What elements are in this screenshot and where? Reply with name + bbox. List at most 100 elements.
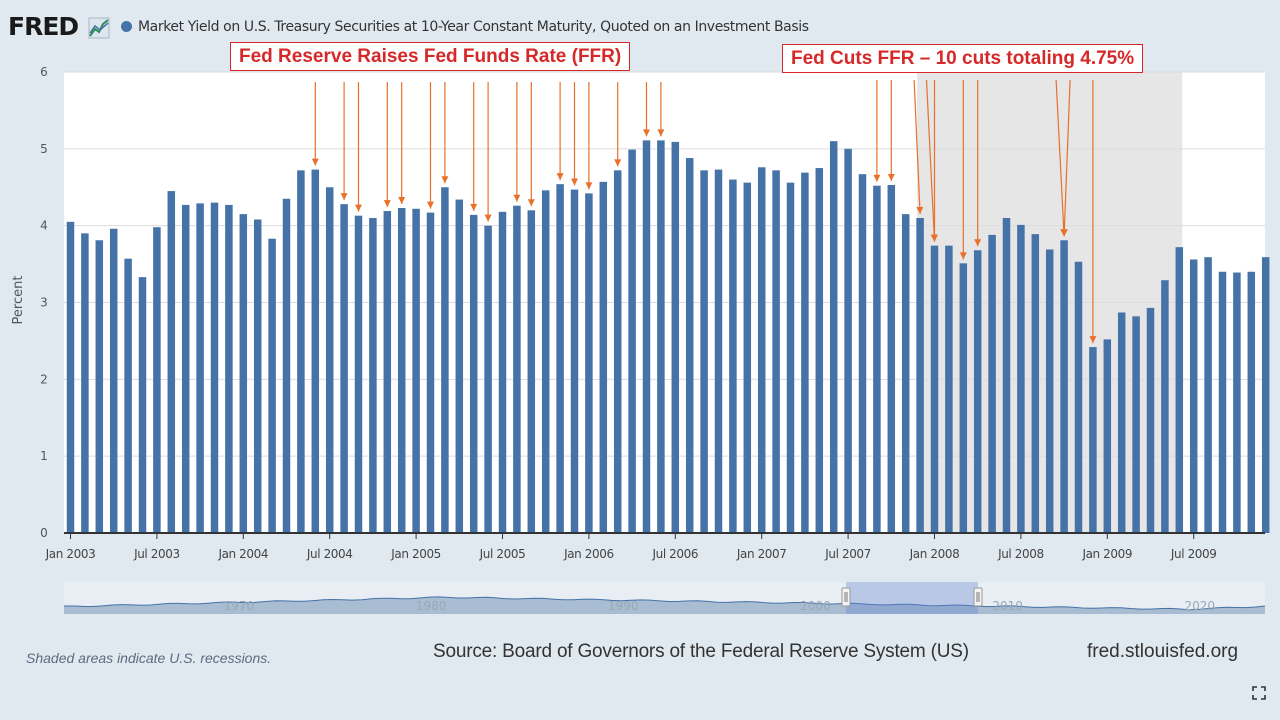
bar <box>1204 257 1212 533</box>
arrow-head <box>527 199 535 207</box>
x-tick-label: Jul 2004 <box>306 547 353 561</box>
bar <box>138 277 147 533</box>
arrow-head <box>398 196 406 204</box>
navigator-label: 1990 <box>608 599 639 613</box>
bar <box>671 141 680 533</box>
bar <box>1132 316 1140 533</box>
bar <box>369 217 377 533</box>
navigator-area <box>64 596 1265 614</box>
arrow-head <box>556 173 564 181</box>
fred-logo[interactable]: FRED <box>8 12 79 41</box>
x-tick-label: Jan 2003 <box>45 547 96 561</box>
bar <box>397 207 406 533</box>
bar <box>959 263 968 533</box>
bar <box>873 185 881 534</box>
bar <box>916 217 924 533</box>
arrow-head <box>887 173 895 181</box>
x-tick-label: Jul 2003 <box>133 547 180 561</box>
bar <box>1161 280 1169 533</box>
arrow-head <box>974 239 982 247</box>
y-tick-label: 3 <box>40 296 48 310</box>
navigator-line <box>64 596 1266 611</box>
navigator-label: 1980 <box>416 599 447 613</box>
bar <box>1146 307 1155 533</box>
arrow-head <box>383 200 391 208</box>
arrow-head <box>571 178 578 186</box>
range-navigator[interactable]: 1970 1980 1990 2000 2010 2020 <box>64 582 1266 614</box>
arrow-head <box>311 158 319 166</box>
bar <box>685 158 694 533</box>
bar <box>340 204 348 534</box>
bar <box>729 179 737 534</box>
bar <box>81 233 89 533</box>
bar <box>541 190 550 533</box>
bar <box>210 202 219 533</box>
bar <box>354 215 363 533</box>
navigator-left-handle[interactable] <box>841 587 851 607</box>
annotation-arrow <box>1055 79 1065 237</box>
bar <box>311 169 320 533</box>
source-url-link[interactable]: fred.stlouisfed.org <box>1087 641 1239 662</box>
bar <box>1002 217 1011 533</box>
annotation-arrow <box>1063 79 1071 237</box>
navigator-label: 2020 <box>1185 599 1216 613</box>
bar <box>901 214 910 533</box>
source-text: Source: Board of Governors of the Federa… <box>433 641 969 662</box>
navigator-label: 2000 <box>800 599 831 613</box>
navigator-right-handle[interactable] <box>973 587 983 607</box>
navigator-label: 1970 <box>224 599 255 613</box>
arrow-head <box>427 201 434 209</box>
line-graph-icon <box>88 17 110 39</box>
bar <box>1017 224 1025 534</box>
bar <box>282 198 291 533</box>
bar <box>1175 247 1184 533</box>
bar <box>1247 271 1256 533</box>
arrow-head <box>873 174 881 182</box>
arrow-head <box>614 159 622 167</box>
bar <box>66 221 75 533</box>
bar <box>441 187 449 533</box>
bar <box>714 169 723 533</box>
bar <box>268 238 276 533</box>
bar <box>412 208 420 533</box>
arrow-head <box>355 204 362 212</box>
bar <box>167 191 176 533</box>
bar <box>484 225 492 533</box>
bar <box>527 210 536 534</box>
bar <box>1189 259 1198 533</box>
bar <box>642 140 651 534</box>
arrow-head <box>931 234 938 242</box>
x-tick-label: Jan 2005 <box>390 547 441 561</box>
bar <box>109 228 118 534</box>
bar <box>556 184 564 533</box>
bar <box>124 258 132 533</box>
annotation-arrow <box>925 79 936 242</box>
bar <box>772 170 780 533</box>
x-tick-label: Jul 2009 <box>1170 547 1217 561</box>
y-tick-label: 1 <box>40 449 48 463</box>
bar <box>743 182 752 533</box>
arrow-head <box>959 252 967 260</box>
bar <box>1261 257 1270 533</box>
y-axis-label: Percent <box>11 276 26 325</box>
bar <box>1233 272 1241 533</box>
bar <box>1074 261 1083 533</box>
bar <box>455 199 464 533</box>
bar <box>786 182 795 533</box>
bar <box>1045 249 1054 534</box>
bar <box>628 149 636 533</box>
x-tick-label: Jan 2004 <box>217 547 268 561</box>
arrow-head <box>657 129 665 137</box>
bar <box>930 245 939 534</box>
rate-raise-annotation: Fed Reserve Raises Fed Funds Rate (FFR) <box>230 42 631 71</box>
arrow-head <box>484 214 492 222</box>
bar <box>570 189 579 533</box>
arrow-head <box>1060 229 1068 237</box>
bar <box>225 204 233 533</box>
x-tick-label: Jan 2009 <box>1081 547 1132 561</box>
bar <box>858 174 867 533</box>
bar <box>700 170 708 533</box>
chart-header: FRED Market Yield on U.S. Treasury Secur… <box>0 0 1280 44</box>
bar <box>844 148 852 534</box>
fullscreen-icon[interactable] <box>1252 686 1266 700</box>
